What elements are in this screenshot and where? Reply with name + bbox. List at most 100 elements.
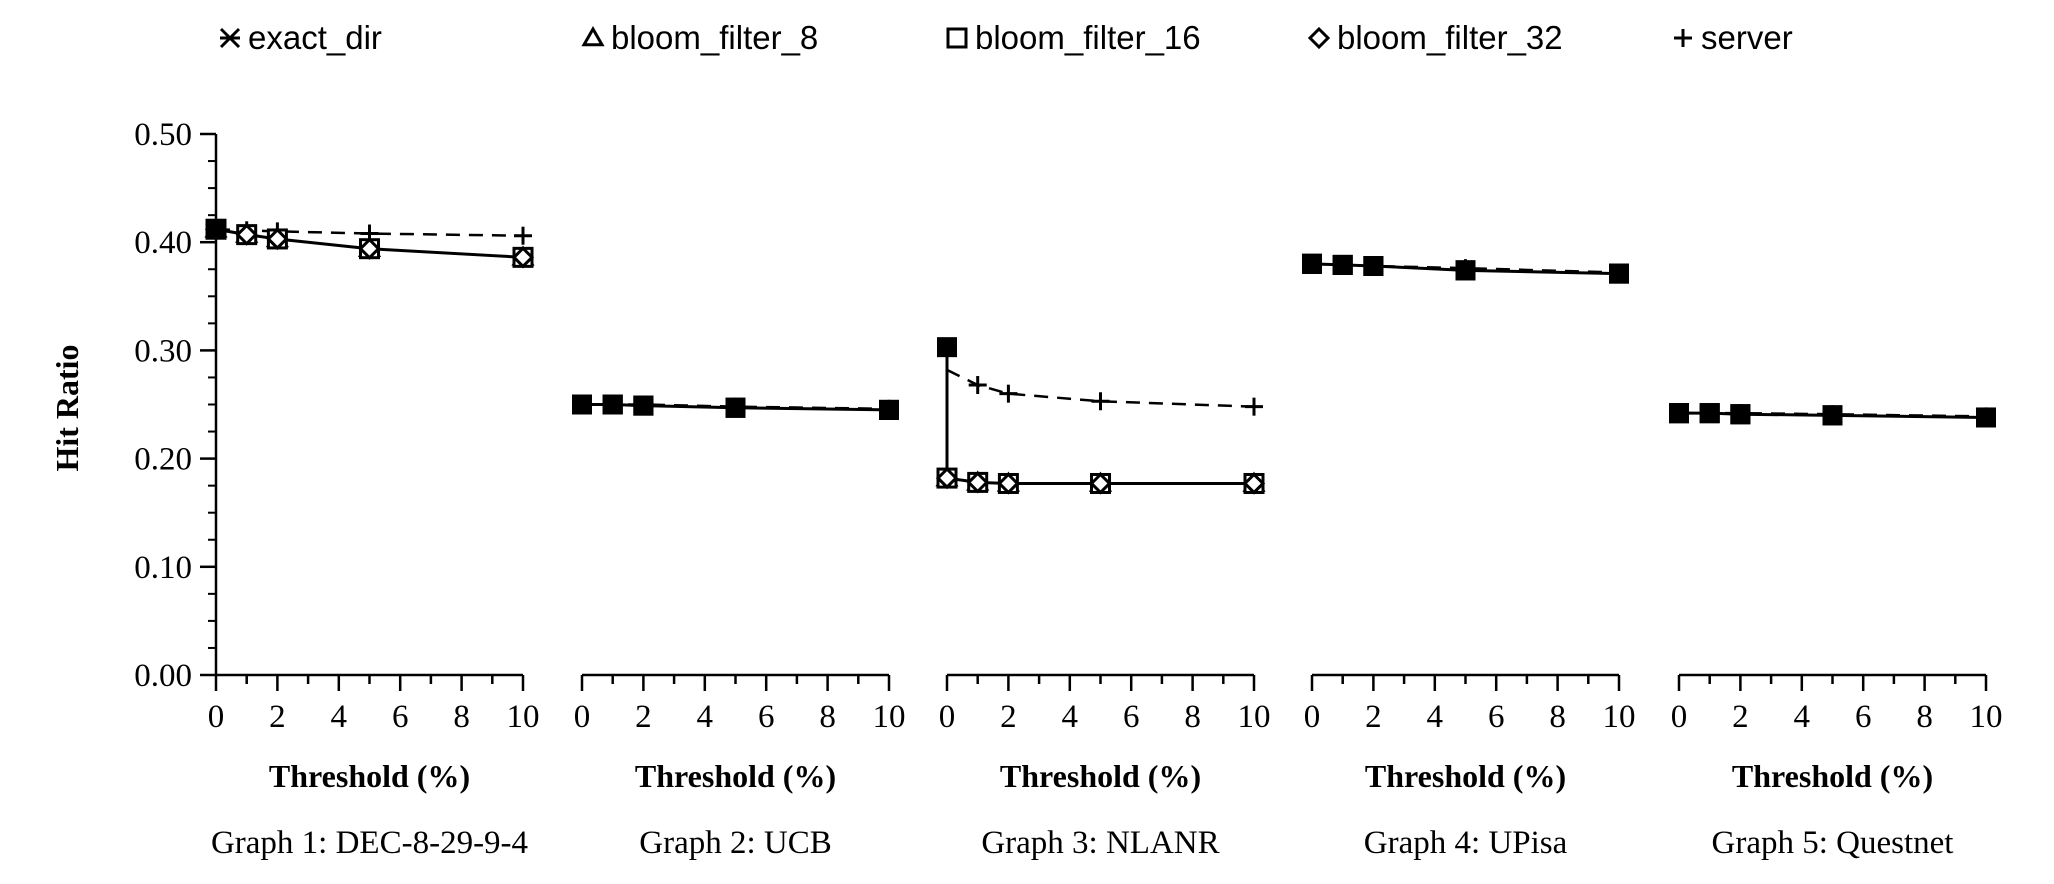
bloom_filter_32-point xyxy=(633,395,654,416)
bloom_filter_32-point xyxy=(879,399,899,420)
bloom_filter_32-point xyxy=(1730,404,1751,425)
bloom_filter_32-point xyxy=(1822,405,1843,426)
legend-square-icon xyxy=(946,27,968,49)
legend-label: bloom_filter_8 xyxy=(611,19,818,56)
bloom_filter_32-point xyxy=(235,223,258,246)
panel-caption: Graph 2: UCB xyxy=(639,825,832,861)
x-tick-label: 2 xyxy=(1732,699,1749,735)
y-tick-label: 0.50 xyxy=(134,117,192,153)
exact_dir-point xyxy=(572,394,592,415)
x-tick-label: 4 xyxy=(697,699,714,735)
bloom_filter_32-point xyxy=(966,471,989,494)
x-tick-label: 8 xyxy=(819,699,836,735)
bloom_filter_32-point xyxy=(602,394,623,415)
bloom_filter_32-point xyxy=(1699,403,1720,424)
x-tick-label: 0 xyxy=(574,699,591,735)
bloom_filter_32-point xyxy=(1242,472,1266,495)
panel-5: 0 2 4 6 8 10 Threshold (%) Graph 5: Questnet xyxy=(1669,403,2003,861)
y-tick-label: 0.40 xyxy=(134,225,192,261)
exact_dir-point xyxy=(1302,253,1322,274)
legend-label: server xyxy=(1701,19,1793,56)
x-tick-label: 0 xyxy=(1304,699,1321,735)
x-tick-label: 0 xyxy=(1671,699,1688,735)
x-axis-title: Threshold (%) xyxy=(1732,758,1933,794)
exact_dir-point xyxy=(937,337,957,358)
legend-triangle-icon xyxy=(581,25,605,47)
legend-label: bloom_filter_16 xyxy=(975,19,1201,56)
x-tick-label: 6 xyxy=(758,699,775,735)
x-tick-label: 0 xyxy=(208,699,225,735)
series-server-line xyxy=(946,368,1255,408)
x-axis-title: Threshold (%) xyxy=(269,758,470,794)
bloom_filter_32-point xyxy=(358,237,381,260)
bloom_filter_32-point xyxy=(935,466,959,490)
legend-item-bloom_filter_16: bloom_filter_16 xyxy=(946,19,1201,56)
panel-2: 0 2 4 6 8 10 Threshold (%) Graph 2: UCB xyxy=(572,394,906,861)
panel-4: 0 2 4 6 8 10 Threshold (%) Graph 4: UPisa xyxy=(1302,253,1636,861)
x-tick-label: 10 xyxy=(1970,699,2003,735)
x-tick-label: 8 xyxy=(453,699,470,735)
y-tick-label: 0.00 xyxy=(134,658,192,694)
y-axis-title: Hit Ratio xyxy=(49,344,85,471)
legend-plus-icon xyxy=(1674,29,1692,47)
series-bloom-filter-line xyxy=(945,347,1254,485)
bloom_filter_32-point xyxy=(997,472,1020,495)
panels: 0 2 4 6 8 10 Threshold (%) Graph 1: DEC-8-29-9-… xyxy=(204,217,2003,861)
legend-diamond-icon xyxy=(1307,26,1331,50)
x-tick-label: 8 xyxy=(1184,699,1201,735)
x-tick-label: 6 xyxy=(1855,699,1872,735)
x-axis-title: Threshold (%) xyxy=(635,758,836,794)
bloom_filter_32-point xyxy=(1363,256,1384,277)
x-tick-label: 2 xyxy=(1000,699,1017,735)
panel-1: 0 2 4 6 8 10 Threshold (%) Graph 1: DEC-8-29-9-… xyxy=(204,217,540,861)
bloom_filter_32-point xyxy=(1976,407,1996,428)
server-point xyxy=(999,384,1018,403)
exact_dir-point xyxy=(1669,403,1689,424)
x-tick-label: 4 xyxy=(1062,699,1079,735)
panel-caption: Graph 3: NLANR xyxy=(981,825,1219,861)
legend-item-bloom_filter_8: bloom_filter_8 xyxy=(581,19,818,56)
y-tick-label: 0.30 xyxy=(134,333,192,369)
x-tick-label: 2 xyxy=(635,699,652,735)
x-tick-label: 10 xyxy=(1238,699,1271,735)
legend-item-exact_dir: exact_dir xyxy=(219,19,382,56)
server-point xyxy=(514,226,532,245)
exact_dir-point xyxy=(206,219,226,240)
server-point xyxy=(1091,392,1110,411)
x-axis-title: Threshold (%) xyxy=(1000,758,1201,794)
panel-caption: Graph 1: DEC-8-29-9-4 xyxy=(211,825,528,861)
x-tick-label: 6 xyxy=(392,699,409,735)
x-tick-label: 10 xyxy=(1603,699,1636,735)
bloom_filter_32-point xyxy=(266,227,289,251)
x-tick-label: 8 xyxy=(1549,699,1566,735)
x-tick-label: 0 xyxy=(939,699,956,735)
x-tick-label: 2 xyxy=(269,699,286,735)
legend-asterisk-icon xyxy=(219,27,241,49)
bloom_filter_32-point xyxy=(725,397,746,418)
x-tick-label: 10 xyxy=(873,699,906,735)
bloom_filter_32-point xyxy=(1332,254,1353,275)
y-axis: 0.00 0.10 0.20 0.30 0.40 0.50 xyxy=(134,117,218,694)
x-tick-label: 4 xyxy=(331,699,348,735)
panel-caption: Graph 5: Questnet xyxy=(1712,825,1954,861)
x-tick-label: 10 xyxy=(507,699,540,735)
x-tick-label: 2 xyxy=(1365,699,1382,735)
bloom_filter_32-point xyxy=(1089,472,1112,495)
panel-3: 0 2 4 6 8 10 Threshold (%) Graph 3: NLANR xyxy=(935,337,1271,861)
legend-item-server: server xyxy=(1674,19,1793,56)
y-tick-label: 0.10 xyxy=(134,550,192,586)
bloom_filter_32-point xyxy=(511,246,535,269)
x-tick-label: 8 xyxy=(1916,699,1933,735)
x-tick-label: 4 xyxy=(1794,699,1811,735)
x-tick-label: 4 xyxy=(1427,699,1444,735)
legend-label: bloom_filter_32 xyxy=(1337,19,1563,56)
x-tick-label: 6 xyxy=(1123,699,1140,735)
legend-item-bloom_filter_32: bloom_filter_32 xyxy=(1307,19,1563,56)
x-axis-title: Threshold (%) xyxy=(1365,758,1566,794)
bloom_filter_32-point xyxy=(1609,263,1629,284)
legend-label: exact_dir xyxy=(248,19,382,56)
server-point xyxy=(968,376,987,395)
server-point xyxy=(1245,397,1263,416)
panel-caption: Graph 4: UPisa xyxy=(1364,825,1568,861)
